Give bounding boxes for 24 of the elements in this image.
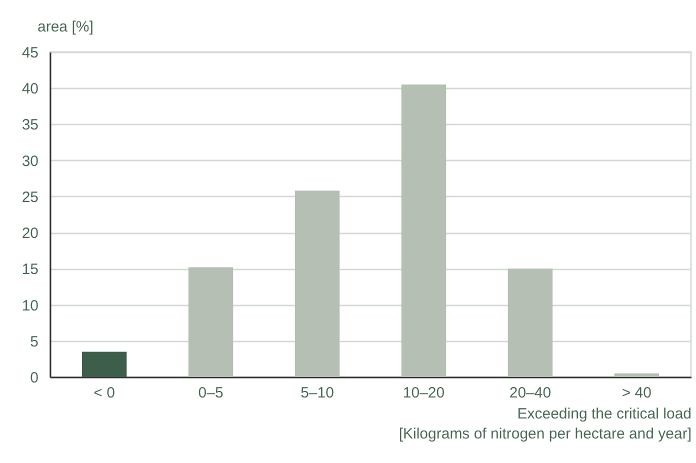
bar — [508, 268, 553, 377]
bar — [188, 267, 234, 377]
y-tick-label: 40 — [22, 80, 38, 98]
y-tick-label: 45 — [22, 44, 38, 62]
y-tick-label: 25 — [22, 188, 38, 206]
y-tick-label: 10 — [22, 297, 38, 314]
x-tick-label: 10–20 — [402, 384, 445, 402]
y-tick-label: 35 — [22, 116, 38, 134]
bar — [294, 190, 340, 377]
y-axis-title: area [%] — [38, 18, 94, 36]
bar — [614, 373, 660, 377]
bar — [82, 352, 127, 377]
y-tick-label: 15 — [22, 261, 38, 278]
x-tick-label: < 0 — [94, 384, 115, 402]
y-tick-label: 30 — [22, 152, 38, 170]
x-tick-label: 0–5 — [198, 384, 224, 402]
y-tick-label: 5 — [30, 333, 38, 350]
y-tick-label: 0 — [30, 370, 38, 386]
x-tick-label: > 40 — [622, 384, 652, 402]
x-tick-label: 20–40 — [509, 384, 552, 402]
bar — [401, 84, 446, 377]
y-tick-label: 20 — [22, 225, 38, 242]
x-tick-label: 5–10 — [300, 384, 334, 402]
x-axis-title: Exceeding the critical load [Kilograms of nitrogen per hectare and year] — [398, 406, 692, 442]
